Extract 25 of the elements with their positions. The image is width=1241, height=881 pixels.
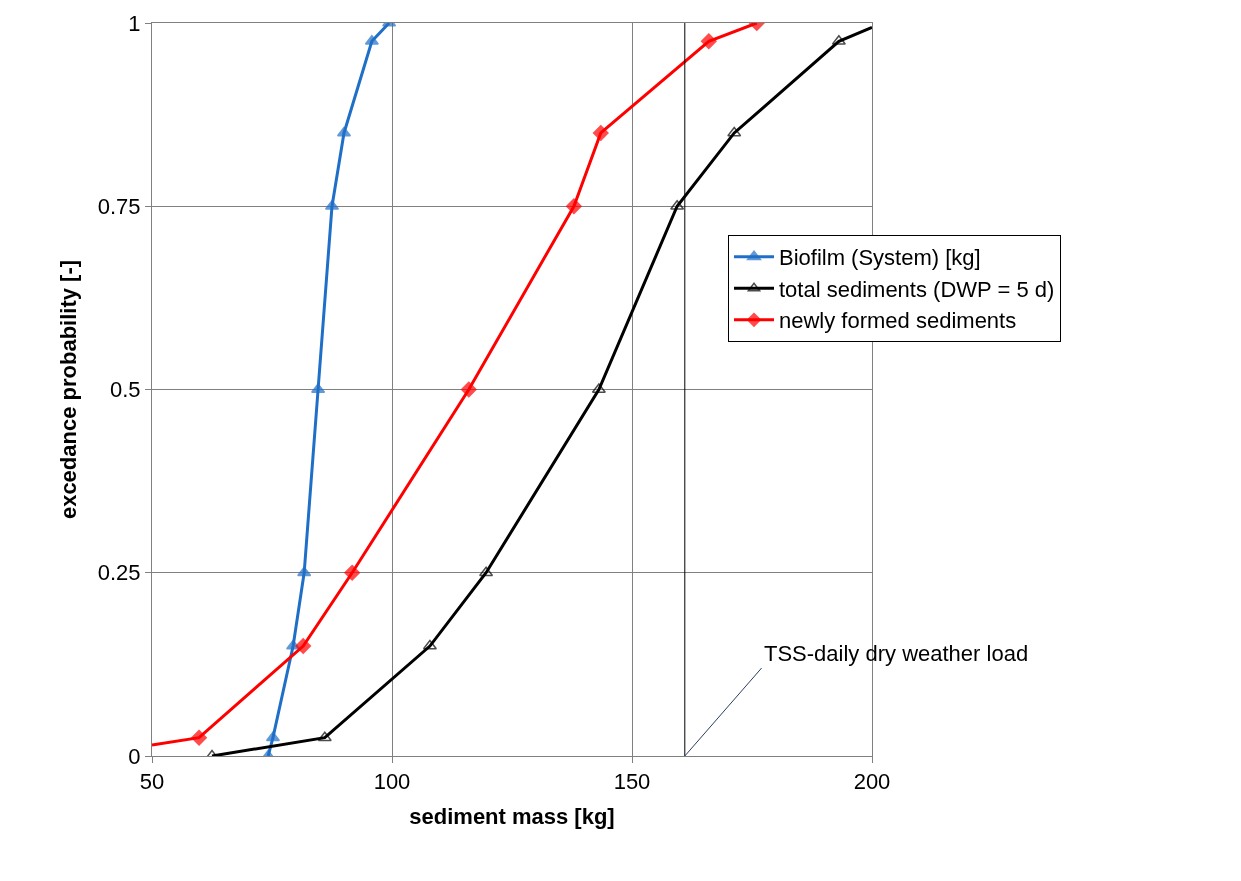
legend-label: newly formed sediments xyxy=(779,308,1017,334)
legend-label: Biofilm (System) [kg] xyxy=(779,245,981,271)
point xyxy=(727,126,742,137)
x-tick-label: 200 xyxy=(853,769,891,795)
y-tick-label: 0.75 xyxy=(97,193,141,219)
point xyxy=(700,33,717,50)
point xyxy=(592,125,609,141)
x-tick-label: 150 xyxy=(613,769,651,795)
y-tick-label: 0.5 xyxy=(110,377,141,403)
point xyxy=(191,729,207,746)
point xyxy=(297,566,312,577)
point xyxy=(317,731,332,742)
legend-label: total sediments (DWP = 5 d) xyxy=(779,276,1055,302)
point xyxy=(566,198,582,215)
point xyxy=(295,638,312,654)
point xyxy=(344,564,361,581)
y-tick-label: 0.25 xyxy=(97,560,141,586)
x-tick-label: 50 xyxy=(139,769,165,795)
y-tick-label: 0 xyxy=(128,743,141,769)
x-tick-label: 100 xyxy=(373,769,411,795)
annotation: TSS-daily dry weather load xyxy=(764,641,1029,666)
x-axis-title: sediment mass [kg] xyxy=(409,804,615,830)
y-axis-title: excedance probability [-] xyxy=(55,259,81,520)
y-tick-label: 1 xyxy=(128,10,141,36)
point xyxy=(460,381,477,398)
